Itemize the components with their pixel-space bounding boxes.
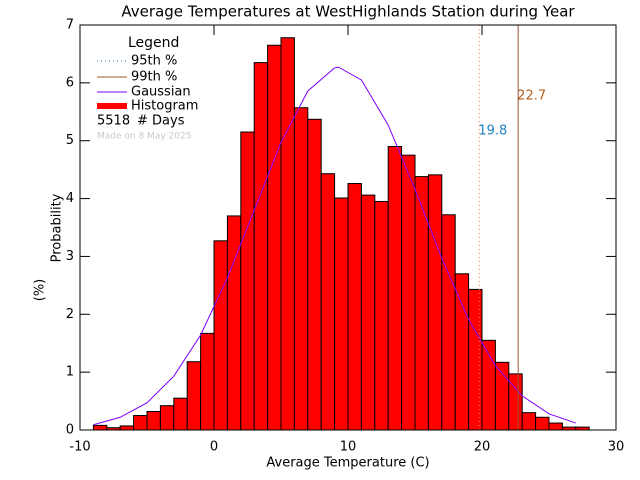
histogram-bar xyxy=(133,415,148,431)
histogram-bar xyxy=(414,176,429,431)
gaussian-curve xyxy=(93,66,576,426)
histogram-bar xyxy=(200,332,215,431)
y-tick-label: 1 xyxy=(66,365,74,380)
note: Made on 8 May 2025 xyxy=(97,132,191,142)
histogram-bar xyxy=(334,197,349,431)
histogram-bar xyxy=(159,405,175,431)
legend-label: 99th % xyxy=(131,70,177,85)
histogram-bar xyxy=(360,194,376,431)
y-axis-label: Probability xyxy=(50,193,65,262)
y-tick-label: 5 xyxy=(66,133,74,148)
histogram-bar xyxy=(119,425,135,431)
percentile-label: 22.7 xyxy=(517,89,546,104)
histogram-bar xyxy=(293,107,309,431)
legend-count-label: # Days xyxy=(137,114,185,129)
histogram-bar xyxy=(441,214,456,431)
histogram-bar xyxy=(508,373,523,431)
legend-count: 5518 xyxy=(97,114,130,129)
percentile-label: 19.8 xyxy=(478,124,507,139)
legend-title: Legend xyxy=(128,35,179,51)
histogram-bar xyxy=(253,62,269,431)
histogram-bar xyxy=(347,183,362,431)
chart-title: Average Temperatures at WestHighlands St… xyxy=(121,3,575,21)
x-tick-label: 0 xyxy=(210,440,218,455)
histogram-bar xyxy=(267,44,282,431)
histogram-bar xyxy=(280,37,295,431)
histogram-bar xyxy=(320,173,336,431)
histogram-bar xyxy=(92,424,108,431)
y-tick-label: 2 xyxy=(66,307,74,322)
histogram-bar xyxy=(387,146,403,431)
x-tick-label: 10 xyxy=(340,440,357,455)
histogram-bar xyxy=(521,412,537,431)
histogram-bar xyxy=(427,174,443,431)
histogram-bar xyxy=(468,288,483,431)
histogram-bar xyxy=(213,240,228,431)
histogram-bar xyxy=(548,422,563,431)
y-axis-label: (%) xyxy=(33,279,48,302)
histogram-bar xyxy=(146,410,161,431)
y-tick-label: 6 xyxy=(66,75,74,90)
histogram-bar xyxy=(494,361,510,431)
histogram-bar xyxy=(535,416,550,431)
y-tick-label: 0 xyxy=(66,423,74,438)
y-tick-label: 7 xyxy=(66,18,74,33)
legend-label: 95th % xyxy=(131,54,177,69)
legend-label: Gaussian xyxy=(131,85,191,100)
histogram-bar xyxy=(173,397,188,431)
legend-label: Histogram xyxy=(131,99,198,114)
histogram-bar xyxy=(186,361,202,431)
histogram-bar xyxy=(307,118,322,431)
y-tick-label: 3 xyxy=(66,249,74,264)
histogram-bar xyxy=(401,154,416,431)
x-axis-label: Average Temperature (C) xyxy=(266,456,429,471)
x-tick-label: 30 xyxy=(608,440,625,455)
histogram-bar xyxy=(240,131,255,431)
x-tick-label: 20 xyxy=(474,440,491,455)
histogram-bar xyxy=(374,200,389,431)
x-tick-label: -10 xyxy=(69,440,90,455)
histogram-bar xyxy=(454,273,470,431)
y-tick-label: 4 xyxy=(66,191,74,206)
